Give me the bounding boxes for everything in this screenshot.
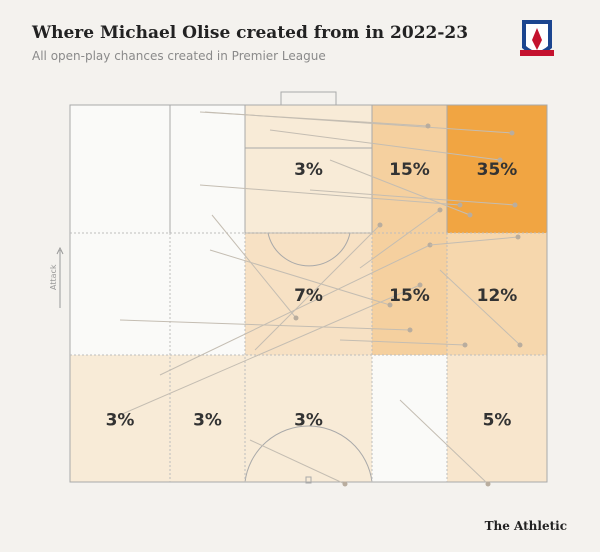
chance-arrows	[119, 111, 523, 487]
zone	[245, 355, 372, 482]
zone	[447, 105, 547, 233]
source-credit: The Athletic	[485, 519, 567, 533]
zone-label: 15%	[389, 160, 430, 180]
zone-label: 3%	[106, 411, 135, 431]
attack-label: Attack	[49, 264, 58, 290]
zone-label: 12%	[477, 286, 518, 306]
attack-arrow-head	[56, 246, 64, 255]
zone	[70, 355, 170, 482]
zone-label: 3%	[193, 411, 222, 431]
zone-labels: 3% 15% 35% 7% 15% 12% 3% 3% 3% 5%	[106, 160, 518, 431]
zone	[245, 233, 372, 355]
zones	[70, 105, 547, 482]
zone-label: 7%	[294, 286, 323, 306]
zone-label: 3%	[294, 411, 323, 431]
zone	[372, 233, 447, 355]
zone-label: 15%	[389, 286, 430, 306]
zone	[447, 233, 547, 355]
zone	[170, 355, 245, 482]
zone-label: 3%	[294, 160, 323, 180]
club-crest	[520, 20, 554, 56]
pitch-lines	[69, 91, 548, 484]
zone	[245, 105, 372, 233]
chart-subtitle: All open-play chances created in Premier…	[32, 49, 326, 63]
zone-label: 5%	[483, 411, 512, 431]
chart-title: Where Michael Olise created from in 2022…	[31, 23, 468, 43]
zone-label: 35%	[477, 160, 518, 180]
